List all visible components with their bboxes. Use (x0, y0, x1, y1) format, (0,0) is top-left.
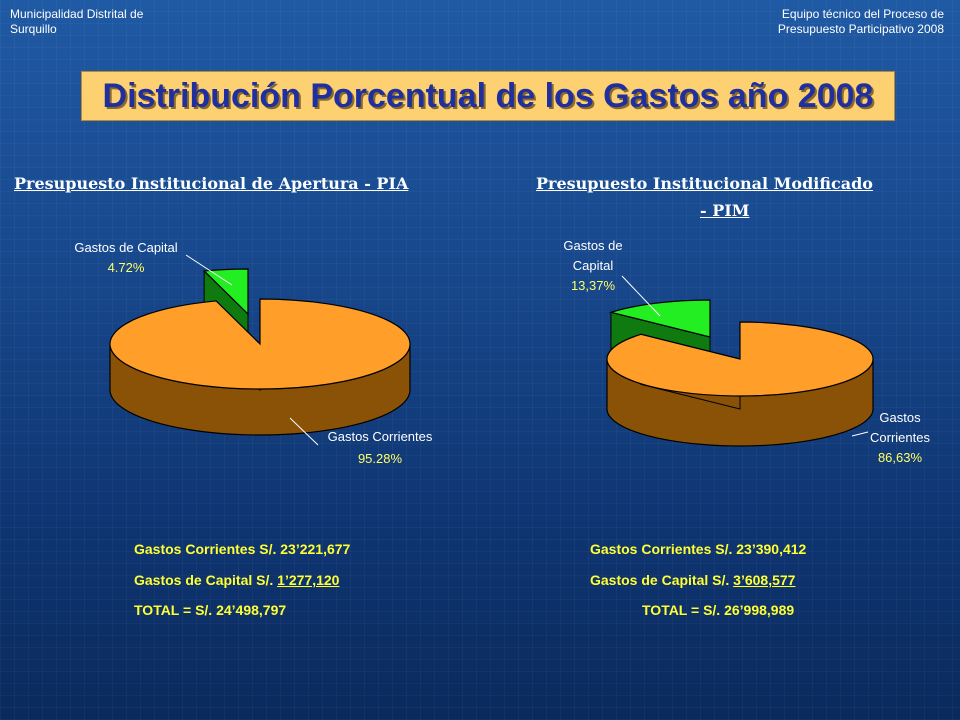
header-right-line1: Equipo técnico del Proceso de (781, 7, 944, 21)
pim-capital-amount: 3’608,577 (733, 572, 796, 588)
pia-pie-chart (109, 268, 411, 436)
pia-corrientes-row: Gastos Corrientes S/. 23’221,677 (134, 541, 351, 557)
header-left-line1: Municipalidad Distrital de (10, 7, 144, 21)
pim-capital-value: 13,37% (571, 278, 616, 293)
pie-slice-corrientes (109, 298, 411, 390)
header-right-line2: Presupuesto Participativo 2008 (777, 22, 944, 36)
pim-chart-title-line2: - PIM (700, 201, 750, 220)
pia-capital-label: Gastos de Capital (74, 240, 177, 255)
pia-chart-title: Presupuesto Institucional de Apertura - … (14, 174, 409, 193)
pim-corrientes-leader (851, 431, 869, 437)
pim-corrientes-label-line1: Gastos (879, 410, 921, 425)
pim-corrientes-label-line2: Corrientes (870, 430, 930, 445)
pim-capital-label-line1: Gastos de (563, 238, 622, 253)
pim-capital-label-line2: Capital (573, 258, 614, 273)
pia-total-row: TOTAL = S/. 24’498,797 (134, 602, 287, 618)
pim-chart-title-line1: Presupuesto Institucional Modificado (536, 174, 873, 193)
pia-capital-row: Gastos de Capital S/. 1’277,120 (134, 572, 339, 588)
pie-slice-capital (202, 268, 249, 316)
pia-corrientes-value: 95.28% (358, 451, 403, 466)
pim-pie-chart (606, 299, 874, 447)
header-right: Equipo técnico del Proceso de Presupuest… (704, 7, 944, 37)
pim-capital-leader (621, 275, 661, 317)
pim-capital-row: Gastos de Capital S/. 3’608,577 (590, 572, 795, 588)
page-title: Distribución Porcentual de los Gastos añ… (102, 76, 874, 115)
pim-total-row: TOTAL = S/. 26’998,989 (642, 602, 795, 618)
pie-slice-capital (608, 299, 711, 338)
title-banner: Distribución Porcentual de los Gastos añ… (81, 71, 895, 121)
pia-corrientes-label: Gastos Corrientes (328, 429, 433, 444)
pia-capital-label: Gastos de Capital S/. (134, 572, 278, 588)
pia-capital-leader (185, 254, 233, 286)
pia-capital-value: 4.72% (108, 260, 145, 275)
pim-capital-label: Gastos de Capital S/. (590, 572, 734, 588)
pia-capital-amount: 1’277,120 (277, 572, 340, 588)
header-left: Municipalidad Distrital de Surquillo (10, 7, 230, 37)
pie-slice-corrientes (606, 321, 874, 397)
pim-corrientes-row: Gastos Corrientes S/. 23’390,412 (590, 541, 807, 557)
pia-corrientes-leader (289, 417, 319, 446)
pim-corrientes-value: 86,63% (878, 450, 923, 465)
header-left-line2: Surquillo (10, 22, 57, 36)
